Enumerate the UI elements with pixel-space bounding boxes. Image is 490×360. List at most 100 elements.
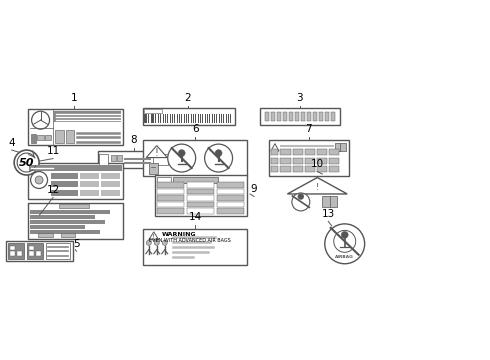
Bar: [289, 112, 293, 121]
Bar: [153, 114, 154, 123]
Bar: [305, 149, 315, 155]
Bar: [99, 154, 108, 165]
Polygon shape: [287, 177, 347, 194]
Bar: [280, 149, 291, 155]
Bar: [144, 109, 162, 113]
Bar: [38, 233, 53, 237]
Text: 5: 5: [73, 239, 80, 249]
Bar: [143, 229, 247, 265]
Bar: [101, 181, 120, 188]
Bar: [157, 183, 184, 188]
Text: EVEN WITH ADVANCED AIR BAGS: EVEN WITH ADVANCED AIR BAGS: [149, 238, 230, 243]
Bar: [6, 241, 73, 261]
Bar: [214, 114, 215, 123]
Bar: [66, 130, 74, 143]
Bar: [293, 158, 303, 163]
Bar: [226, 114, 227, 123]
Bar: [188, 114, 189, 123]
Text: !: !: [152, 234, 155, 240]
Bar: [187, 202, 214, 207]
Bar: [317, 158, 327, 163]
Bar: [329, 158, 339, 163]
Bar: [271, 166, 278, 172]
Bar: [325, 112, 329, 121]
Bar: [144, 114, 146, 123]
Bar: [157, 189, 184, 194]
Circle shape: [168, 144, 196, 172]
Bar: [217, 202, 244, 207]
Bar: [212, 114, 213, 123]
Text: WARNING: WARNING: [162, 232, 196, 237]
Bar: [55, 130, 64, 143]
Bar: [271, 112, 275, 121]
Text: 11: 11: [47, 146, 60, 156]
Bar: [30, 134, 36, 143]
Bar: [111, 155, 116, 161]
Bar: [301, 112, 305, 121]
Text: AIRBAG: AIRBAG: [335, 255, 354, 259]
Bar: [50, 173, 78, 179]
Bar: [157, 177, 171, 183]
Bar: [10, 251, 15, 256]
Bar: [228, 114, 229, 123]
Bar: [218, 114, 219, 123]
Bar: [202, 114, 203, 123]
Bar: [50, 190, 78, 196]
Bar: [157, 208, 184, 214]
Text: !: !: [155, 148, 159, 158]
Bar: [162, 114, 163, 123]
Bar: [317, 149, 327, 155]
Bar: [331, 112, 335, 121]
Bar: [277, 112, 281, 121]
Text: 50: 50: [19, 158, 34, 167]
Bar: [187, 183, 214, 188]
Text: 9: 9: [251, 184, 257, 194]
Bar: [313, 112, 317, 121]
Bar: [187, 195, 214, 201]
Bar: [322, 196, 337, 207]
Bar: [283, 112, 287, 121]
Bar: [224, 114, 225, 123]
Bar: [26, 243, 43, 259]
Bar: [28, 203, 123, 239]
Bar: [293, 166, 303, 172]
Bar: [149, 163, 158, 174]
Bar: [117, 155, 122, 161]
Bar: [181, 114, 182, 123]
Circle shape: [292, 193, 310, 211]
Bar: [329, 166, 339, 172]
Bar: [146, 114, 147, 123]
Circle shape: [215, 150, 222, 157]
Bar: [143, 140, 247, 176]
Bar: [329, 149, 339, 155]
Bar: [260, 108, 340, 125]
Bar: [61, 233, 75, 237]
Bar: [157, 195, 184, 201]
Circle shape: [32, 111, 49, 129]
Polygon shape: [271, 144, 279, 151]
Bar: [157, 202, 184, 207]
Bar: [177, 114, 178, 123]
Bar: [269, 140, 349, 176]
Bar: [271, 149, 278, 155]
Bar: [155, 175, 247, 216]
Bar: [28, 109, 123, 145]
Text: 2: 2: [184, 93, 191, 103]
Bar: [335, 143, 346, 151]
Bar: [209, 114, 210, 123]
Bar: [156, 114, 157, 123]
Bar: [305, 158, 315, 163]
Text: 14: 14: [189, 212, 202, 222]
Text: !: !: [316, 183, 319, 192]
Bar: [186, 114, 187, 123]
Bar: [30, 215, 95, 219]
Bar: [143, 108, 235, 125]
Bar: [205, 114, 206, 123]
Text: 13: 13: [321, 209, 335, 219]
Circle shape: [205, 144, 233, 172]
Bar: [80, 181, 99, 188]
Bar: [30, 225, 85, 229]
Bar: [173, 177, 218, 183]
Bar: [198, 114, 199, 123]
Bar: [195, 114, 196, 123]
